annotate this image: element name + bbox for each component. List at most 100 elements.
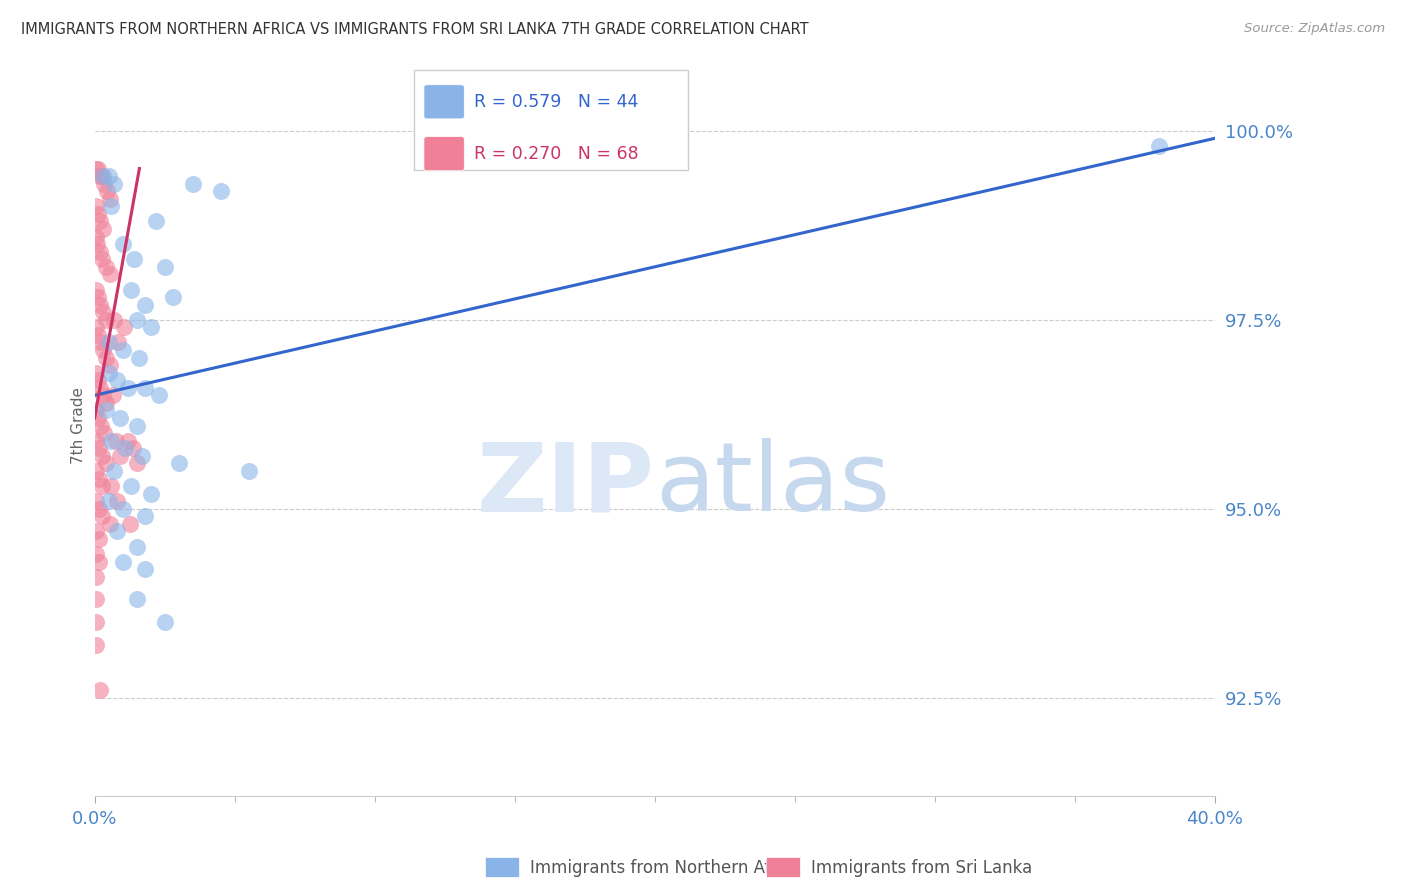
Point: [84, 229, 107, 244]
Point: [87, 411, 110, 425]
Point: [134, 381, 156, 395]
Point: [89, 214, 111, 228]
Point: [117, 381, 139, 395]
Point: [93, 177, 115, 191]
Point: [153, 615, 176, 629]
Text: Source: ZipAtlas.com: Source: ZipAtlas.com: [1244, 22, 1385, 36]
Point: [98, 358, 121, 372]
Point: [120, 479, 142, 493]
Point: [86, 237, 108, 252]
Point: [111, 343, 134, 357]
Point: [209, 184, 232, 198]
Point: [87, 501, 110, 516]
Point: [89, 381, 111, 395]
Point: [118, 516, 141, 531]
Point: [87, 471, 110, 485]
Point: [89, 683, 111, 698]
Point: [84, 283, 107, 297]
Point: [87, 207, 110, 221]
Point: [125, 418, 148, 433]
Point: [100, 479, 122, 493]
Point: [91, 169, 114, 183]
Point: [84, 524, 107, 539]
Point: [84, 403, 107, 417]
Point: [84, 638, 107, 652]
Point: [94, 260, 117, 274]
Point: [96, 351, 118, 365]
Point: [84, 570, 107, 584]
Point: [84, 464, 107, 478]
Point: [89, 169, 111, 183]
Point: [84, 615, 107, 629]
Point: [112, 320, 135, 334]
Point: [87, 373, 110, 387]
Point: [105, 494, 128, 508]
Point: [87, 532, 110, 546]
Point: [111, 237, 134, 252]
Point: [107, 335, 129, 350]
Point: [84, 592, 107, 607]
Point: [90, 169, 112, 183]
Point: [84, 434, 107, 448]
Point: [148, 388, 170, 402]
FancyBboxPatch shape: [425, 136, 464, 170]
Point: [97, 494, 120, 508]
Text: IMMIGRANTS FROM NORTHERN AFRICA VS IMMIGRANTS FROM SRI LANKA 7TH GRADE CORRELATI: IMMIGRANTS FROM NORTHERN AFRICA VS IMMIG…: [21, 22, 808, 37]
Point: [103, 464, 125, 478]
Point: [134, 509, 156, 524]
Point: [89, 335, 111, 350]
Point: [90, 418, 112, 433]
Point: [97, 169, 120, 183]
Point: [94, 403, 117, 417]
Point: [108, 449, 131, 463]
Text: R = 0.579   N = 44: R = 0.579 N = 44: [474, 93, 638, 111]
Point: [90, 509, 112, 524]
Point: [134, 298, 156, 312]
Point: [111, 555, 134, 569]
Point: [238, 464, 260, 478]
Point: [84, 161, 107, 176]
Point: [108, 411, 131, 425]
Point: [91, 388, 114, 402]
Point: [93, 426, 115, 441]
Y-axis label: 7th Grade: 7th Grade: [72, 387, 86, 464]
Point: [105, 524, 128, 539]
Point: [91, 222, 114, 236]
Point: [111, 501, 134, 516]
Point: [89, 298, 111, 312]
Point: [125, 312, 148, 326]
Point: [87, 290, 110, 304]
Point: [91, 343, 114, 357]
Point: [134, 562, 156, 576]
Text: R = 0.270   N = 68: R = 0.270 N = 68: [474, 145, 638, 162]
Point: [103, 312, 125, 326]
Point: [87, 555, 110, 569]
Point: [84, 366, 107, 380]
Point: [96, 396, 118, 410]
Point: [87, 327, 110, 342]
Text: ZIP: ZIP: [477, 438, 655, 532]
Point: [1147, 139, 1170, 153]
Point: [120, 283, 142, 297]
Point: [84, 494, 107, 508]
Text: Immigrants from Sri Lanka: Immigrants from Sri Lanka: [811, 859, 1032, 877]
Point: [98, 516, 121, 531]
Point: [103, 177, 125, 191]
FancyBboxPatch shape: [425, 85, 464, 119]
Point: [122, 442, 145, 456]
Point: [97, 335, 120, 350]
Point: [167, 457, 190, 471]
Point: [91, 449, 114, 463]
Point: [97, 366, 120, 380]
Point: [125, 540, 148, 554]
Point: [90, 479, 112, 493]
Text: atlas: atlas: [655, 438, 890, 532]
Point: [87, 161, 110, 176]
Point: [139, 486, 162, 500]
Point: [181, 177, 204, 191]
Point: [101, 388, 124, 402]
Point: [98, 192, 121, 206]
Point: [100, 199, 122, 213]
Point: [105, 373, 128, 387]
Point: [153, 260, 176, 274]
